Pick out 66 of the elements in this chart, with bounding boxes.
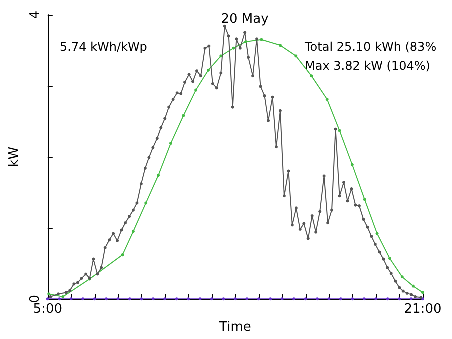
point — [164, 298, 167, 301]
y-tick-label: 4 — [28, 10, 43, 20]
point — [232, 46, 236, 50]
point — [269, 298, 272, 301]
point — [152, 298, 155, 301]
x-tick-label: 5:00 — [33, 302, 62, 318]
point — [222, 298, 226, 301]
annotation: Max 3.82 kW (104%) — [305, 59, 430, 73]
point — [187, 298, 190, 301]
point — [210, 298, 214, 301]
point — [132, 230, 135, 234]
point — [316, 298, 320, 301]
point — [386, 298, 390, 301]
point — [198, 298, 202, 301]
point — [121, 254, 124, 257]
point — [374, 298, 378, 301]
point — [144, 202, 148, 205]
point — [363, 198, 366, 202]
point — [350, 163, 354, 166]
point — [294, 54, 298, 58]
point — [62, 295, 65, 298]
point — [388, 257, 392, 260]
point — [48, 292, 51, 296]
point — [422, 291, 424, 294]
y-axis-title: kW — [7, 146, 22, 168]
point — [175, 298, 178, 301]
y-tick-label: 0 — [28, 294, 43, 304]
x-tick-label: 21:00 — [404, 302, 442, 318]
point — [412, 284, 415, 288]
point — [46, 298, 50, 301]
point — [182, 114, 186, 118]
point — [338, 129, 342, 132]
annotation: Total 25.10 kWh (83% — [304, 40, 437, 54]
point — [246, 298, 249, 301]
point — [93, 298, 96, 301]
point — [244, 40, 248, 44]
point — [194, 88, 198, 92]
point — [310, 74, 314, 78]
point — [206, 68, 210, 72]
point — [82, 298, 85, 301]
point — [58, 298, 62, 301]
annotation: 5.74 kWh/kWp — [60, 40, 148, 54]
point — [304, 298, 308, 301]
point — [220, 54, 223, 58]
point — [260, 38, 264, 42]
chart-title: 20 May — [221, 12, 270, 27]
point — [70, 298, 73, 301]
point — [257, 298, 260, 301]
point — [398, 298, 402, 301]
point — [328, 298, 331, 301]
point — [326, 98, 329, 102]
point — [116, 298, 120, 301]
point — [292, 298, 296, 301]
point — [280, 298, 284, 301]
point — [128, 298, 132, 301]
point — [234, 298, 237, 301]
x-axis-title: Time — [218, 320, 252, 335]
point — [410, 298, 413, 301]
point — [169, 142, 172, 146]
point — [376, 232, 379, 236]
point — [351, 298, 354, 301]
point — [105, 298, 108, 301]
point — [140, 298, 144, 301]
point — [339, 298, 342, 301]
point — [400, 276, 404, 279]
point — [362, 298, 366, 301]
